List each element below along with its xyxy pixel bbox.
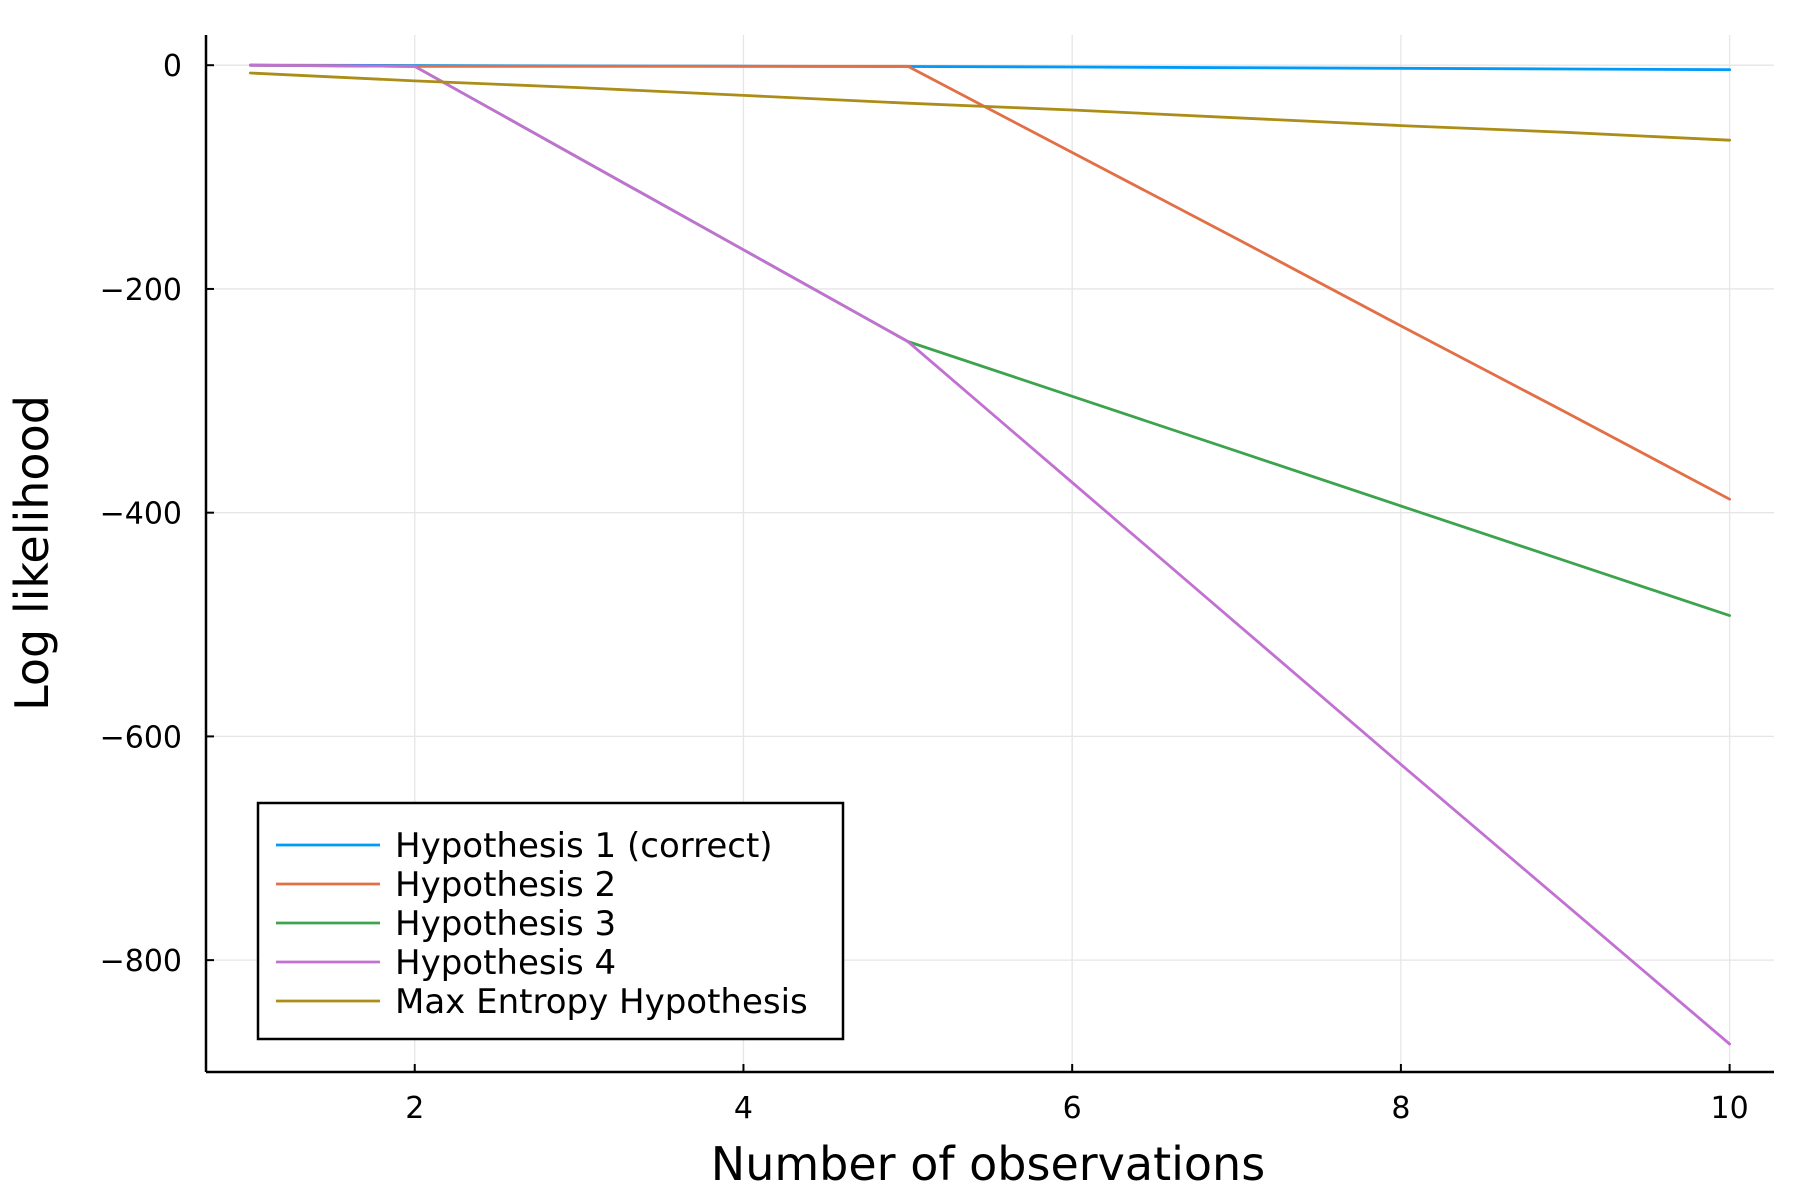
x-tick-label: 2	[405, 1091, 424, 1126]
series-line-5	[248, 71, 1731, 142]
y-tick-label: −400	[100, 497, 182, 532]
legend-label: Hypothesis 1 (correct)	[395, 826, 773, 866]
legend-label: Hypothesis 2	[395, 865, 616, 905]
legend-label: Max Entropy Hypothesis	[395, 982, 808, 1022]
y-tick-label: −800	[100, 944, 182, 979]
x-tick-label: 10	[1711, 1091, 1749, 1126]
legend: Hypothesis 1 (correct)Hypothesis 2Hypoth…	[256, 801, 845, 1041]
grid-lines	[206, 35, 1774, 1072]
axes	[204, 35, 1774, 1074]
tick-labels: 2 4 6 8 10 0 −200 −400 −600 −800	[100, 49, 1749, 1126]
y-axis-title: Log likelihood	[5, 395, 59, 711]
legend-label: Hypothesis 4	[395, 943, 616, 983]
series-line-2	[248, 63, 1731, 501]
x-axis-title: Number of observations	[711, 1137, 1265, 1191]
x-tick-label: 6	[1063, 1091, 1082, 1126]
x-tick-label: 8	[1391, 1091, 1410, 1126]
series-lines	[248, 63, 1731, 1046]
y-tick-label: −200	[100, 273, 182, 308]
y-tick-label: −600	[100, 720, 182, 755]
x-tick-label: 4	[734, 1091, 753, 1126]
series-line-4	[248, 63, 1731, 1046]
y-tick-label: 0	[163, 49, 182, 84]
legend-label: Hypothesis 3	[395, 904, 616, 944]
